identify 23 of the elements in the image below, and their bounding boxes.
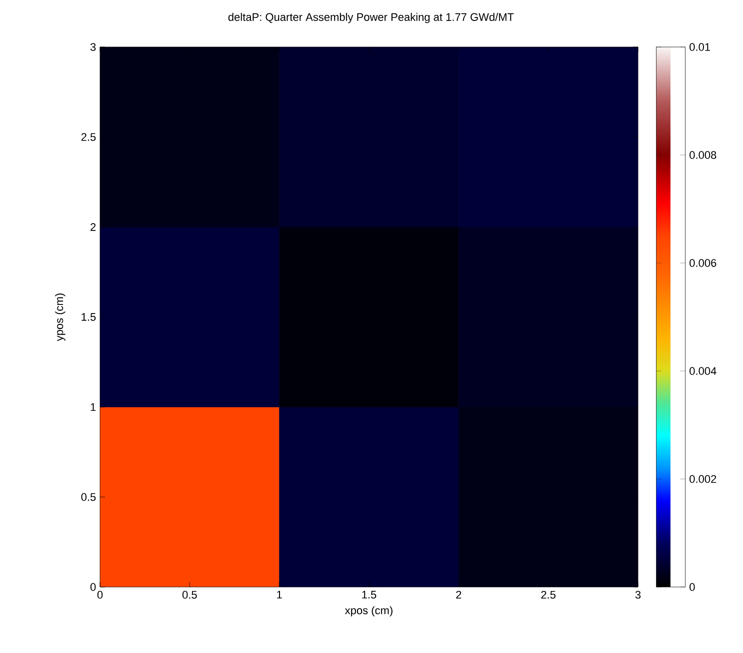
color-bar-label: 0.002 [690, 475, 716, 483]
x-tick-label: 1 [277, 590, 282, 598]
y-tick-label: 3 [90, 43, 96, 51]
x-tick-label: 0 [97, 590, 103, 599]
x-tick-label: 3 [635, 590, 641, 599]
color-bar-label: 0.008 [690, 151, 716, 159]
chart-title: deltaP: Quarter Assembly Power Peaking at 1.77 GWd/MT [228, 12, 514, 24]
x-tick-label: 2 [456, 590, 462, 599]
x-tick-label: 2.5 [541, 590, 556, 599]
color-bar-label: 0.006 [690, 259, 716, 267]
color-bar-label: 0.01 [690, 43, 710, 51]
y-tick-label: 0.5 [81, 493, 96, 501]
y-tick-label: 1.5 [82, 313, 96, 321]
y-tick-label: 1 [90, 403, 96, 411]
x-axis-title: xpos (cm) [344, 606, 392, 616]
x-tick-label: 0.5 [182, 590, 197, 599]
y-tick-label: 2 [90, 223, 96, 231]
color-bar-label: 0 [690, 583, 695, 591]
y-tick-label: 2.5 [81, 133, 96, 141]
y-axis-title: ypos (cm) [55, 294, 66, 342]
y-tick-label: 0 [90, 583, 96, 591]
x-tick-label: 1.5 [362, 590, 376, 599]
color-bar-label: 0.004 [690, 367, 716, 375]
